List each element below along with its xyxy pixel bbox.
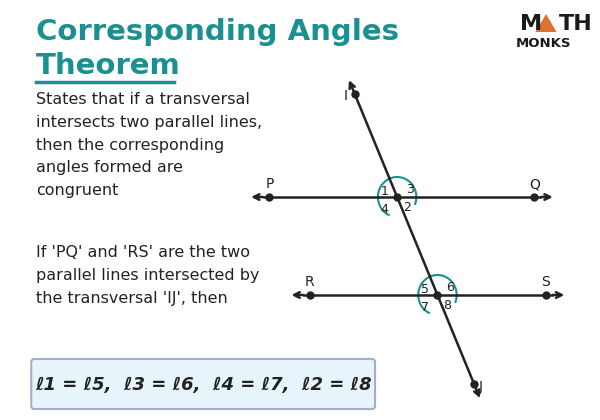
Text: ℓ1 = ℓ5,  ℓ3 = ℓ6,  ℓ4 = ℓ7,  ℓ2 = ℓ8: ℓ1 = ℓ5, ℓ3 = ℓ6, ℓ4 = ℓ7, ℓ2 = ℓ8 [35,376,371,394]
Text: R: R [305,275,314,289]
Text: 7: 7 [421,300,428,313]
Polygon shape [535,14,557,32]
Text: States that if a transversal
intersects two parallel lines,
then the correspondi: States that if a transversal intersects … [36,92,262,198]
Text: 1: 1 [380,184,388,197]
Text: M: M [520,14,542,34]
Text: Theorem: Theorem [36,52,181,80]
Text: Corresponding Angles: Corresponding Angles [36,18,399,46]
Text: Q: Q [529,177,540,191]
Text: I: I [344,89,348,103]
FancyBboxPatch shape [31,359,375,409]
Text: 2: 2 [403,201,411,214]
Text: 4: 4 [380,202,388,215]
Text: 8: 8 [443,299,452,312]
Text: S: S [542,275,550,289]
Text: 5: 5 [421,283,428,296]
Text: 3: 3 [406,183,414,196]
Text: P: P [265,177,274,191]
Text: J: J [479,381,483,394]
Text: MONKS: MONKS [515,37,571,50]
Text: TH: TH [559,14,592,34]
Text: If 'PQ' and 'RS' are the two
parallel lines intersected by
the transversal 'IJ',: If 'PQ' and 'RS' are the two parallel li… [36,245,260,306]
Text: 6: 6 [446,281,454,294]
